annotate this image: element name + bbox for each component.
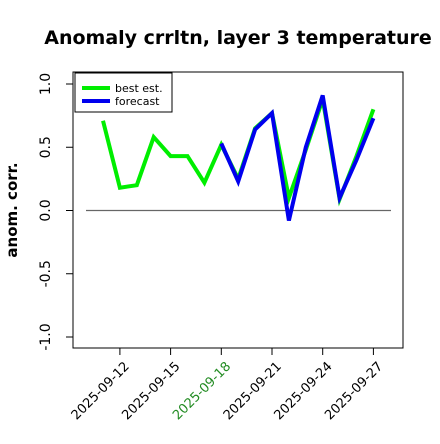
y-tick-label: 0.0: [38, 199, 54, 221]
y-tick-label: -0.5: [38, 260, 54, 287]
legend-label-forecast: forecast: [115, 95, 160, 108]
y-axis: -1.0 -0.5 0.0 0.5 1.0: [38, 73, 73, 351]
y-tick-label: -1.0: [38, 323, 54, 350]
chart-title: Anomaly crrltn, layer 3 temperature: [44, 27, 432, 49]
y-tick-label: 1.0: [38, 73, 54, 95]
legend: best est. forecast: [75, 73, 172, 112]
x-axis: 2025-09-122025-09-152025-09-182025-09-21…: [69, 348, 387, 423]
y-tick-label: 0.5: [38, 136, 54, 158]
y-axis-label: anom. corr.: [3, 162, 21, 257]
legend-label-best-est: best est.: [115, 82, 163, 95]
series-lines: [103, 95, 374, 220]
series-line-forecast: [221, 95, 373, 220]
